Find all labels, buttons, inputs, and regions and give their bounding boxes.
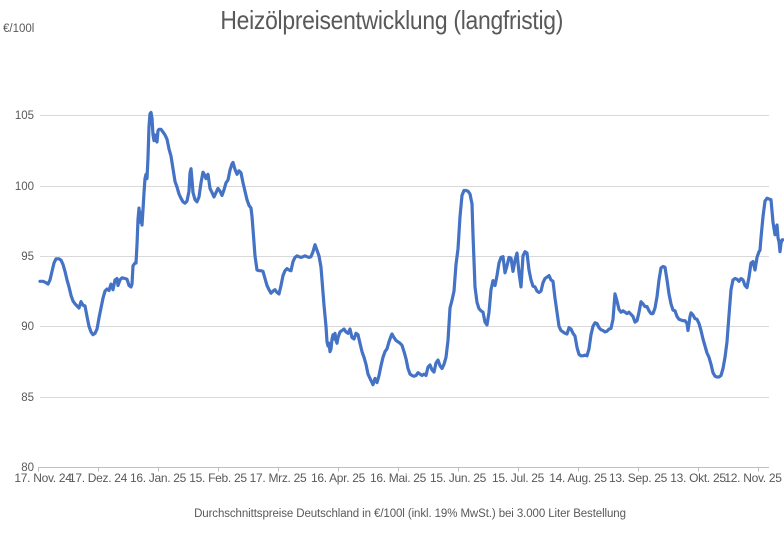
x-tick-label: 13. Okt. 25 <box>670 471 726 485</box>
x-tick-label: 17. Nov. 24 <box>14 471 72 485</box>
price-series-line <box>38 110 784 387</box>
x-tick-label: 15. Jul. 25 <box>492 471 545 485</box>
chart-title: Heizölpreisentwicklung (langfristig) <box>0 5 784 36</box>
y-tick-label: 95 <box>21 251 34 263</box>
y-tick-label: 80 <box>21 462 34 474</box>
y-axis-unit-label: €/100l <box>3 23 35 35</box>
x-tick-label: 16. Mai. 25 <box>370 471 427 485</box>
chart-footnote: Durchschnittspreise Deutschland in €/100… <box>194 508 626 520</box>
x-tick-label: 17. Dez. 24 <box>69 471 128 485</box>
x-tick-label: 13. Sep. 25 <box>609 471 668 485</box>
y-tick-label: 90 <box>21 321 34 333</box>
x-tick-label: 12. Nov. 25 <box>724 471 782 485</box>
x-tick-label: 17. Mrz. 25 <box>250 471 307 485</box>
y-tick-label: 105 <box>15 110 34 122</box>
y-tick-label: 85 <box>21 392 34 404</box>
x-tick-label: 15. Feb. 25 <box>189 471 247 485</box>
x-tick-label: 14. Aug. 25 <box>549 471 607 485</box>
x-tick-label: 16. Jan. 25 <box>130 471 187 485</box>
chart-title-text: Heizölpreisentwicklung (langfristig) <box>220 5 564 35</box>
x-tick-label: 15. Jun. 25 <box>430 471 487 485</box>
x-tick-label: 16. Apr. 25 <box>311 471 366 485</box>
y-tick-label: 100 <box>15 181 34 193</box>
